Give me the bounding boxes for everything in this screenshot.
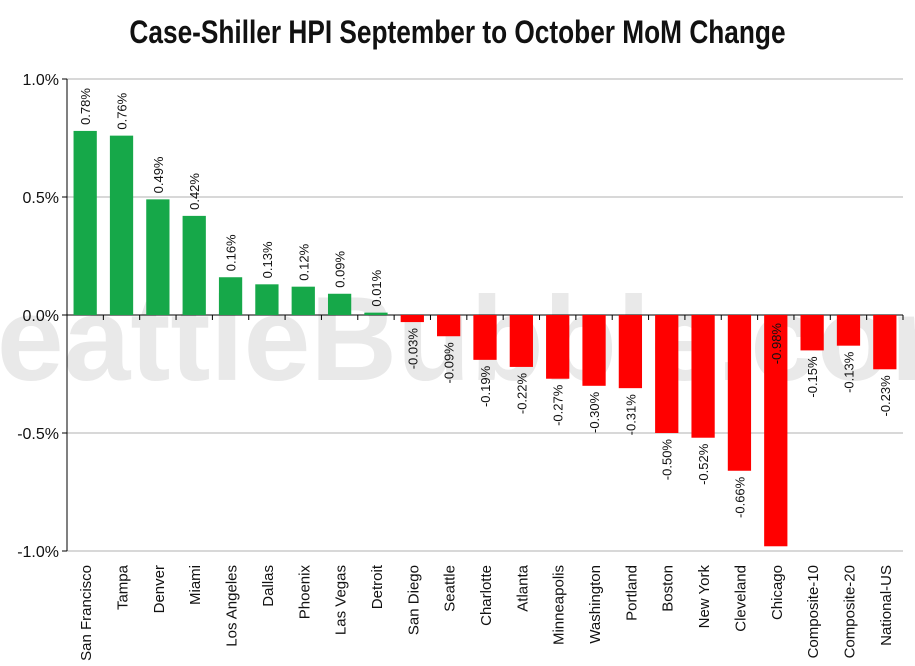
category-label: Cleveland [732,565,749,632]
bar [655,315,679,433]
data-label: 0.13% [260,241,275,278]
data-label: -0.27% [551,384,566,426]
bar [800,315,824,351]
bar [764,315,788,547]
category-label: Denver [151,565,168,613]
category-label: Composite-20 [841,565,858,658]
data-label: -0.98% [769,323,784,365]
data-label: 0.01% [369,269,384,306]
bar [327,293,352,315]
category-label: Miami [187,565,204,605]
bar [255,284,279,315]
chart-title: Case-Shiller HPI September to October Mo… [129,14,786,50]
data-label: -0.22% [514,372,529,414]
y-tick-label: 0.0% [23,308,59,325]
category-label: Portland [623,565,640,621]
bar [582,315,606,386]
category-label: Composite-10 [805,565,822,658]
bar [73,130,97,315]
data-label: -0.52% [696,443,711,485]
bar [691,315,715,438]
category-label: National-US [878,565,895,646]
data-label: 0.78% [78,88,93,125]
y-tick-label: 1.0% [23,72,59,89]
category-label: Washington [587,565,604,644]
bar [109,135,134,315]
category-label: Tampa [115,564,132,610]
data-label: -0.19% [478,365,493,407]
data-label: -0.66% [732,476,747,518]
category-label: Seattle [442,565,459,612]
category-label: New York [696,565,713,629]
category-label: Atlanta [514,564,531,611]
data-label: 0.49% [151,156,166,193]
bar [546,315,570,379]
bar [146,199,170,315]
data-label: 0.09% [333,250,348,287]
data-label: -0.15% [805,356,820,398]
bar [437,315,461,337]
bar [291,286,315,315]
data-label: -0.13% [841,351,856,393]
category-label: Detroit [369,564,386,609]
category-label: Charlotte [478,565,495,626]
data-label: -0.31% [623,394,638,436]
bar [182,215,206,315]
data-label: 0.12% [296,243,311,280]
category-label: Boston [660,565,677,612]
y-tick-label: -0.5% [17,426,59,443]
category-label: Dallas [260,565,277,607]
bar [509,315,533,367]
bar [727,315,752,471]
category-label: Los Angeles [224,565,241,647]
bar [364,312,388,315]
bar [873,315,897,370]
data-label: -0.23% [878,375,893,417]
bar [400,315,424,323]
data-label: 0.42% [187,173,202,210]
category-label: Chicago [769,565,786,620]
data-label: 0.16% [224,234,239,271]
y-tick-label: 0.5% [23,190,59,207]
bar [618,315,643,389]
bar [218,277,243,315]
data-label: -0.03% [405,328,420,370]
bar [473,315,497,360]
data-label: -0.09% [442,342,457,384]
category-label: San Diego [405,565,422,635]
data-label: 0.76% [115,92,130,129]
y-tick-label: -1.0% [17,544,59,561]
bar [836,315,861,346]
category-label: Las Vegas [333,565,350,635]
category-label: Phoenix [296,565,313,620]
data-label: -0.50% [660,439,675,481]
data-label: -0.30% [587,391,602,433]
category-label: Minneapolis [551,565,568,645]
category-label: San Francisco [78,565,95,661]
